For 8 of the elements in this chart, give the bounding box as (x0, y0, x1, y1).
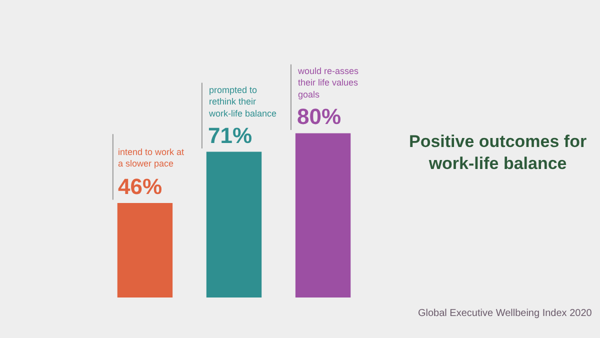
data-label: 80% (297, 104, 342, 129)
text: Positive outcomes for work-life balance (409, 132, 587, 174)
text: prompted to rethink their work-life balance (208, 85, 277, 118)
text: Global Executive Wellbeing Index 2020 (418, 308, 592, 319)
data-label: 46% (118, 174, 162, 199)
annotation: intend to work at a slower pace (118, 147, 185, 169)
data-label: 71% (208, 123, 252, 148)
text: would re-asses their life values goals (297, 66, 360, 100)
